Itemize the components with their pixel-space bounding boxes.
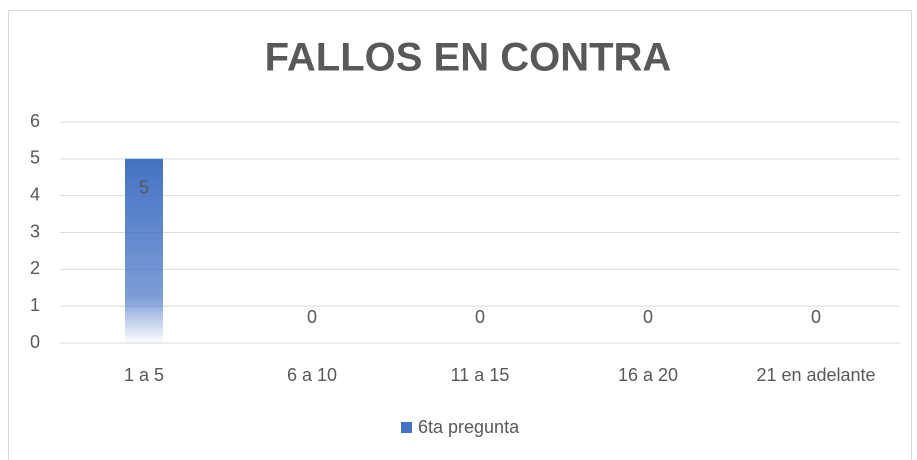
x-tick-label: 11 a 15: [451, 365, 510, 385]
y-tick-label: 5: [30, 148, 40, 168]
data-label: 5: [139, 178, 149, 198]
x-tick-label: 1 a 5: [124, 365, 164, 385]
x-tick-label: 16 a 20: [618, 365, 678, 385]
data-label: 0: [643, 307, 653, 327]
x-tick-label: 6 a 10: [287, 365, 337, 385]
legend-label: 6ta pregunta: [418, 417, 520, 437]
y-tick-label: 2: [30, 258, 40, 278]
data-label: 0: [475, 307, 485, 327]
y-tick-label: 3: [30, 221, 40, 241]
data-label: 0: [307, 307, 317, 327]
y-tick-label: 0: [30, 332, 40, 352]
data-label: 0: [811, 307, 821, 327]
y-tick-label: 1: [30, 295, 40, 315]
y-tick-label: 4: [30, 184, 40, 204]
y-tick-label: 6: [30, 111, 40, 131]
chart-title: FALLOS EN CONTRA: [265, 36, 672, 80]
x-tick-label: 21 en adelante: [756, 365, 875, 385]
legend-swatch: [401, 422, 412, 433]
bar: [125, 158, 163, 343]
